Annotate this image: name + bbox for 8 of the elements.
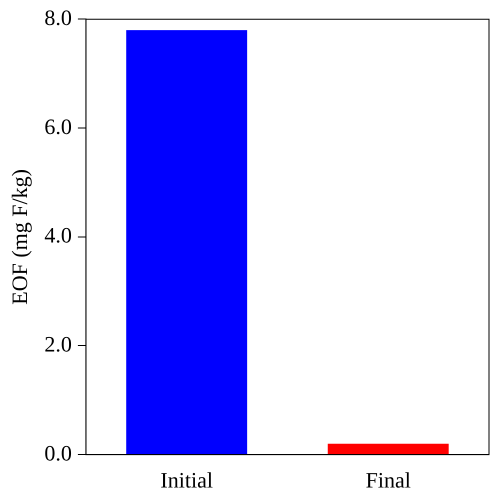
y-tick-label: 4.0 bbox=[44, 222, 72, 248]
y-tick-label: 0.0 bbox=[44, 440, 72, 466]
y-axis-title: EOF (mg F/kg) bbox=[6, 169, 32, 305]
y-tick-label: 6.0 bbox=[44, 114, 72, 139]
y-tick-label: 2.0 bbox=[44, 332, 72, 357]
y-tick-label: 8.0 bbox=[44, 4, 72, 30]
x-tick-label: Initial bbox=[160, 468, 213, 493]
x-tick-label: Final bbox=[366, 468, 411, 493]
